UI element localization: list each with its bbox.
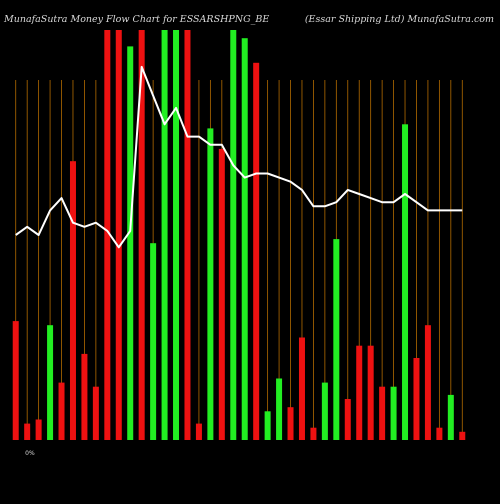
money-flow-bar <box>367 345 374 440</box>
money-flow-bar <box>69 161 76 440</box>
money-flow-bar <box>127 46 134 441</box>
money-flow-bar <box>230 30 237 440</box>
money-flow-bar <box>173 30 180 440</box>
price-line <box>15 65 463 249</box>
money-flow-bar <box>195 423 202 440</box>
money-flow-bar <box>276 378 283 440</box>
money-flow-bar <box>218 148 225 440</box>
money-flow-bar <box>138 30 145 440</box>
money-flow-bar <box>344 399 351 440</box>
money-flow-bar <box>459 431 466 440</box>
money-flow-bar <box>447 394 454 440</box>
money-flow-bar <box>35 419 42 440</box>
money-flow-bar <box>321 382 328 440</box>
money-flow-bar <box>298 337 305 440</box>
money-flow-bar <box>104 30 111 440</box>
money-flow-bar <box>390 386 397 440</box>
money-flow-bar <box>81 353 88 440</box>
money-flow-bar <box>436 427 443 440</box>
money-flow-bar <box>413 358 420 440</box>
money-flow-bar <box>150 243 157 440</box>
money-flow-bar <box>47 325 54 440</box>
money-flow-bar <box>24 423 31 440</box>
money-flow-bar <box>92 386 99 440</box>
money-flow-bar <box>12 321 19 440</box>
tick-glyph: 0% <box>25 450 35 457</box>
money-flow-bar <box>184 30 191 440</box>
money-flow-bar <box>207 128 214 440</box>
money-flow-bar <box>253 62 260 441</box>
money-flow-bar <box>402 124 409 441</box>
chart-header-right: (Essar Shipping Ltd) MunafaSutra.com <box>304 14 494 25</box>
money-flow-bar <box>333 239 340 440</box>
money-flow-bar <box>424 325 431 440</box>
money-flow-bar <box>379 386 386 440</box>
money-flow-bar <box>310 427 317 440</box>
money-flow-bar <box>161 30 168 440</box>
money-flow-bar <box>356 345 363 440</box>
money-flow-bar <box>58 382 65 440</box>
money-flow-bar <box>264 411 271 440</box>
chart-header-left: MunafaSutra Money Flow Chart for ESSARSH… <box>4 14 270 25</box>
money-flow-bar <box>241 38 248 440</box>
money-flow-bar <box>115 30 122 440</box>
money-flow-bar <box>287 407 294 440</box>
